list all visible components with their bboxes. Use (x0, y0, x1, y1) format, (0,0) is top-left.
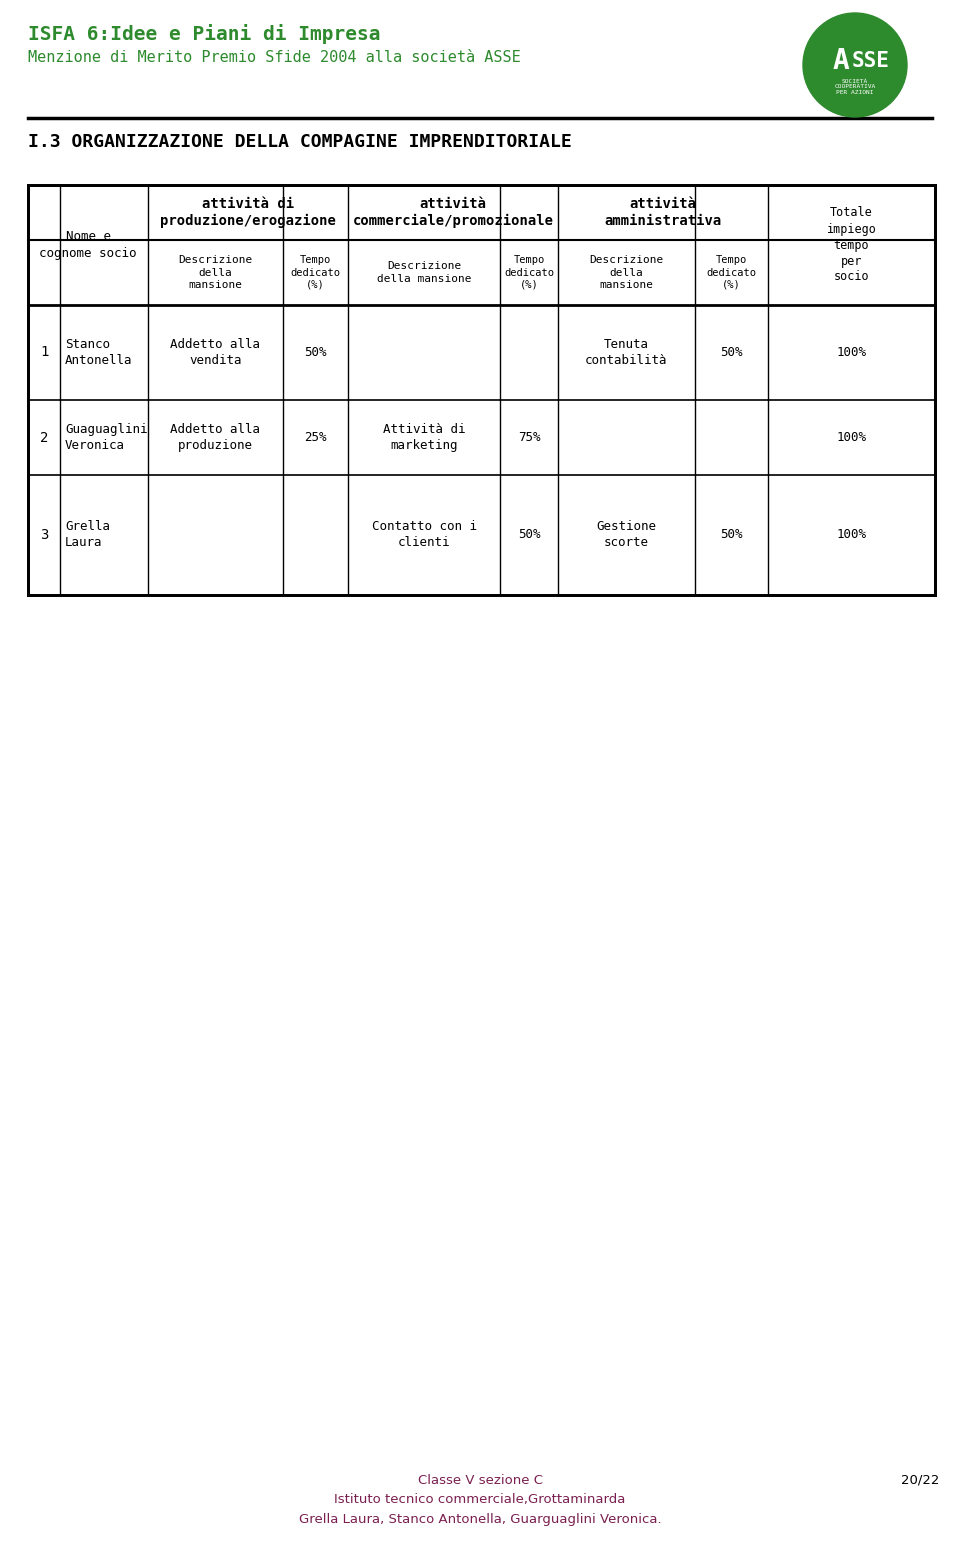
Text: 3: 3 (40, 528, 48, 542)
Text: Descrizione
della
mansione: Descrizione della mansione (589, 255, 663, 290)
Text: ISFA 6:Idee e Piani di Impresa: ISFA 6:Idee e Piani di Impresa (28, 25, 380, 45)
Text: 50%: 50% (720, 346, 743, 360)
Text: 50%: 50% (304, 346, 326, 360)
Text: Descrizione
della mansione: Descrizione della mansione (376, 261, 471, 284)
Text: Addetto alla
produzione: Addetto alla produzione (171, 423, 260, 452)
Text: SSE: SSE (852, 51, 890, 71)
Text: Menzione di Merito Premio Sfide 2004 alla società ASSE: Menzione di Merito Premio Sfide 2004 all… (28, 49, 520, 65)
Text: Grella
Laura: Grella Laura (65, 520, 110, 549)
Bar (28, 185, 935, 596)
Text: 100%: 100% (836, 430, 867, 444)
Text: A: A (832, 46, 850, 76)
Text: Classe V sezione C: Classe V sezione C (418, 1474, 542, 1486)
Text: Guaguaglini
Veronica: Guaguaglini Veronica (65, 423, 148, 452)
Text: 75%: 75% (517, 430, 540, 444)
Text: attività di
produzione/erogazione: attività di produzione/erogazione (160, 198, 336, 228)
Text: 1: 1 (40, 346, 48, 360)
Text: 50%: 50% (720, 529, 743, 542)
Text: 100%: 100% (836, 529, 867, 542)
Text: Grella Laura, Stanco Antonella, Guarguaglini Veronica.: Grella Laura, Stanco Antonella, Guarguag… (299, 1514, 661, 1526)
Text: SOCIETÀ
COOPERATIVA
PER AZIONI: SOCIETÀ COOPERATIVA PER AZIONI (834, 79, 876, 96)
Text: Addetto alla
vendita: Addetto alla vendita (171, 338, 260, 367)
Text: Tenuta
contabilità: Tenuta contabilità (586, 338, 668, 367)
Text: Stanco
Antonella: Stanco Antonella (65, 338, 132, 367)
Text: Descrizione
della
mansione: Descrizione della mansione (179, 255, 252, 290)
Text: 100%: 100% (836, 346, 867, 360)
Text: Tempo
dedicato
(%): Tempo dedicato (%) (707, 255, 756, 290)
Text: Tempo
dedicato
(%): Tempo dedicato (%) (504, 255, 554, 290)
Text: I.3 ORGANIZZAZIONE DELLA COMPAGINE IMPRENDITORIALE: I.3 ORGANIZZAZIONE DELLA COMPAGINE IMPRE… (28, 133, 572, 151)
Text: 25%: 25% (304, 430, 326, 444)
Text: Nome e
cognome socio: Nome e cognome socio (39, 230, 136, 259)
Text: Attività di
marketing: Attività di marketing (383, 423, 466, 452)
Text: 20/22: 20/22 (900, 1474, 939, 1486)
Text: Totale
impiego
tempo
per
socio: Totale impiego tempo per socio (827, 207, 876, 284)
Text: attività
amministrativa: attività amministrativa (605, 198, 722, 228)
Text: 2: 2 (40, 430, 48, 444)
Text: Istituto tecnico commerciale,Grottaminarda: Istituto tecnico commerciale,Grottaminar… (334, 1494, 626, 1506)
Text: Gestione
scorte: Gestione scorte (596, 520, 657, 549)
Text: attività
commerciale/promozionale: attività commerciale/promozionale (352, 198, 554, 228)
Text: 50%: 50% (517, 529, 540, 542)
Circle shape (803, 12, 907, 117)
Text: Tempo
dedicato
(%): Tempo dedicato (%) (291, 255, 341, 290)
Text: Contatto con i
clienti: Contatto con i clienti (372, 520, 476, 549)
